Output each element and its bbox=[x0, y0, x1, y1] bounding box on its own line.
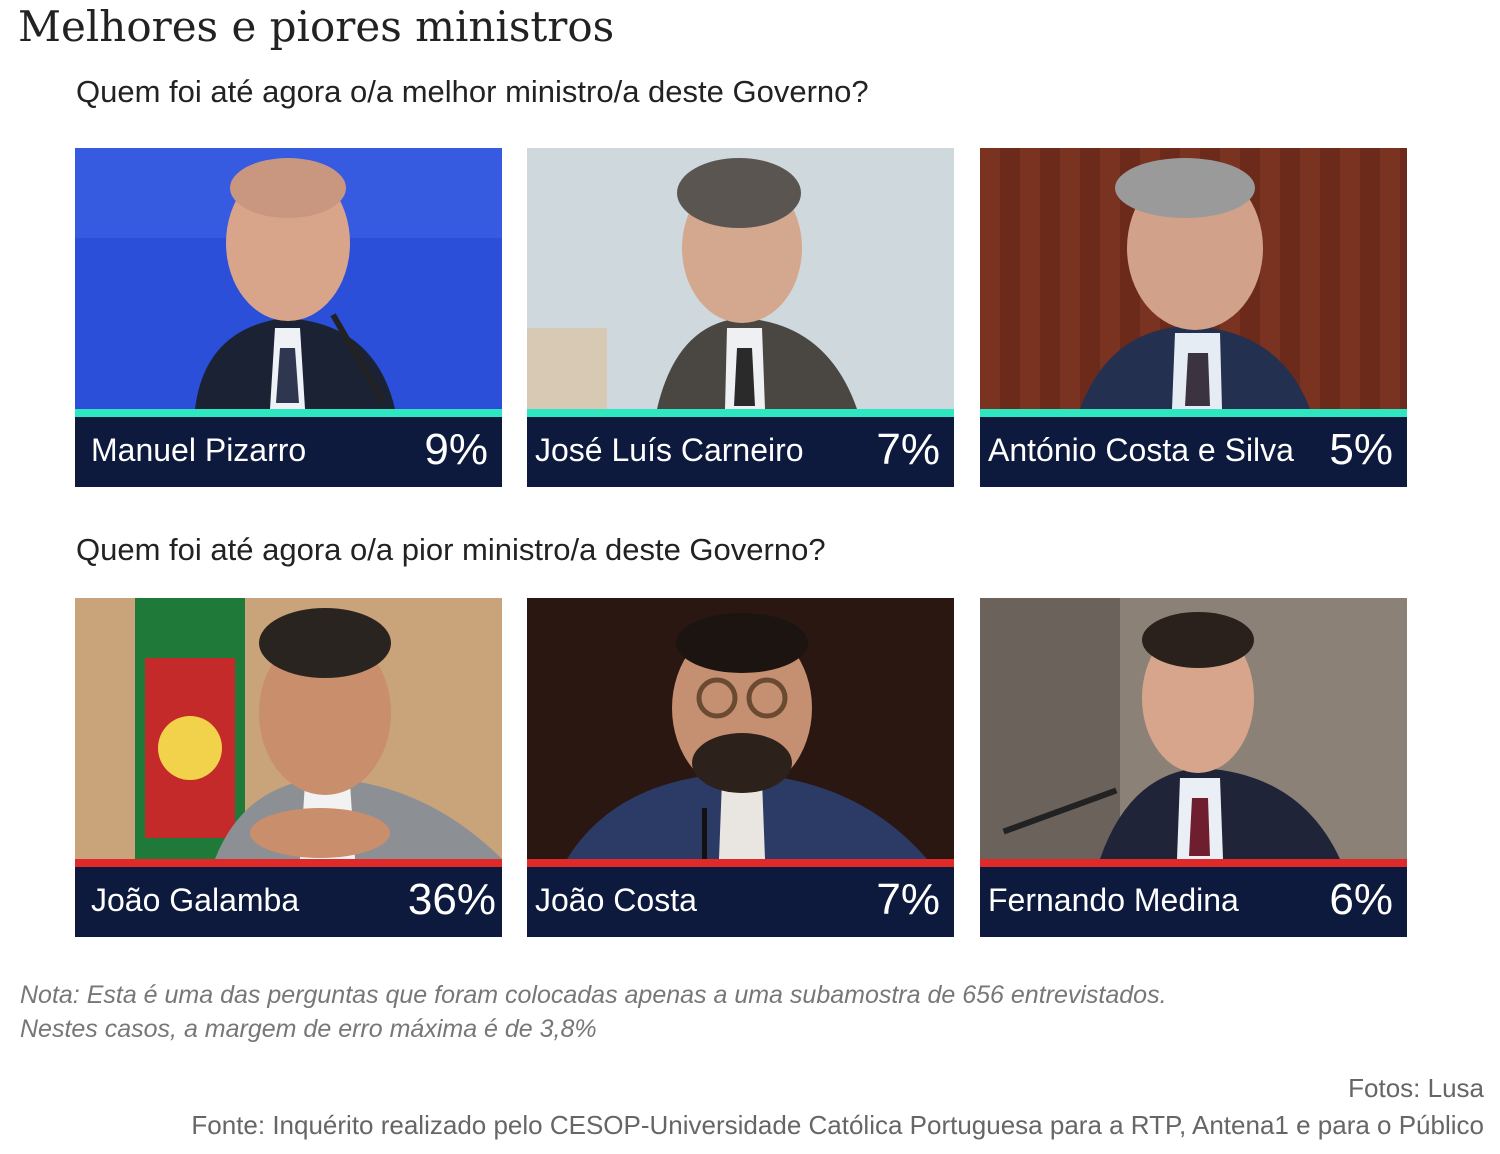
portrait-photo bbox=[75, 598, 502, 859]
accent-bar-red bbox=[980, 859, 1407, 867]
accent-bar-green bbox=[75, 409, 502, 417]
minister-percent: 9% bbox=[424, 425, 488, 474]
portrait-photo bbox=[980, 598, 1407, 859]
label-bar: Manuel Pizarro 9% bbox=[75, 417, 502, 487]
minister-percent: 36% bbox=[407, 875, 496, 924]
accent-bar-green bbox=[527, 409, 954, 417]
minister-name: João Costa bbox=[535, 882, 697, 918]
label-bar: José Luís Carneiro 7% bbox=[527, 417, 954, 487]
minister-name: Manuel Pizarro bbox=[91, 432, 307, 468]
minister-card-worst-1: João Galamba 36% bbox=[75, 598, 502, 937]
source-text: Fonte: Inquérito realizado pelo CESOP-Un… bbox=[191, 1110, 1484, 1140]
accent-bar-red bbox=[527, 859, 954, 867]
minister-card-worst-2: João Costa 7% bbox=[527, 598, 954, 937]
accent-bar-green bbox=[980, 409, 1407, 417]
minister-card-best-1: Manuel Pizarro 9% bbox=[75, 148, 502, 487]
minister-card-worst-3: Fernando Medina 6% bbox=[980, 598, 1407, 937]
minister-name: João Galamba bbox=[91, 882, 300, 918]
minister-percent: 5% bbox=[1329, 425, 1393, 474]
portrait-photo bbox=[527, 148, 954, 409]
label-bar: Fernando Medina 6% bbox=[980, 867, 1407, 937]
minister-card-best-3: António Costa e Silva 5% bbox=[980, 148, 1407, 487]
label-bar: João Galamba 36% bbox=[75, 867, 502, 937]
worst-minister-question: Quem foi até agora o/a pior ministro/a d… bbox=[76, 532, 826, 567]
accent-bar-red bbox=[75, 859, 502, 867]
page-title: Melhores e piores ministros bbox=[18, 2, 615, 51]
minister-percent: 7% bbox=[876, 425, 940, 474]
minister-percent: 7% bbox=[876, 875, 940, 924]
minister-name: José Luís Carneiro bbox=[535, 432, 804, 468]
minister-percent: 6% bbox=[1329, 875, 1393, 924]
minister-name: Fernando Medina bbox=[988, 882, 1239, 918]
label-bar: António Costa e Silva 5% bbox=[980, 417, 1407, 487]
portrait-photo bbox=[527, 598, 954, 859]
note-line-1: Nota: Esta é uma das perguntas que foram… bbox=[20, 981, 1167, 1009]
portrait-photo bbox=[980, 148, 1407, 409]
note-line-2: Nestes casos, a margem de erro máxima é … bbox=[20, 1015, 597, 1043]
note: Nota: Esta é uma das perguntas que foram… bbox=[20, 978, 1167, 1046]
photo-credit: Fotos: Lusa bbox=[1348, 1073, 1484, 1103]
minister-card-best-2: José Luís Carneiro 7% bbox=[527, 148, 954, 487]
label-bar: João Costa 7% bbox=[527, 867, 954, 937]
portrait-photo bbox=[75, 148, 502, 409]
minister-name: António Costa e Silva bbox=[988, 432, 1294, 468]
best-minister-question: Quem foi até agora o/a melhor ministro/a… bbox=[76, 74, 869, 109]
